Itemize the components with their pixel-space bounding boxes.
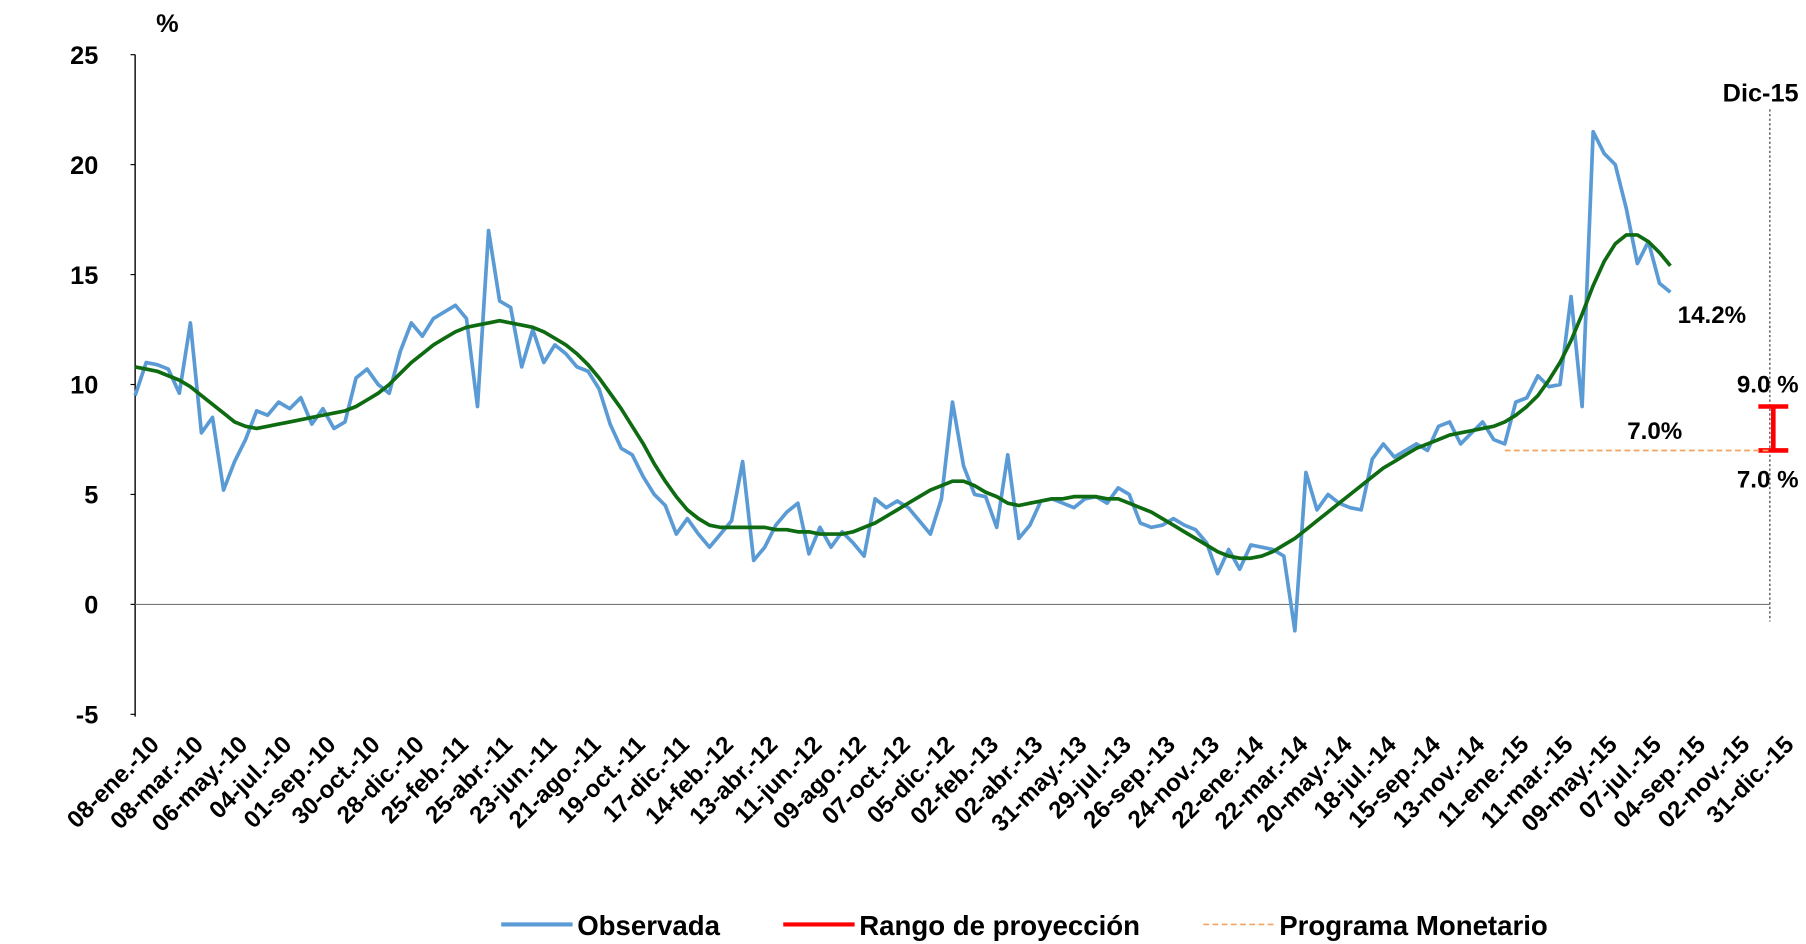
- y-tick-label: 15: [70, 262, 98, 290]
- y-unit-label: %: [156, 10, 179, 38]
- y-tick-label: -5: [76, 702, 99, 730]
- series-line: [134, 233, 1672, 561]
- legend-label: Programa Monetario: [1279, 910, 1547, 941]
- y-tick-label: 5: [84, 482, 98, 510]
- value-label: 7.0%: [1627, 418, 1682, 445]
- value-label: 9.0 %: [1737, 372, 1799, 399]
- legend-label: Rango de proyección: [859, 910, 1140, 941]
- y-tick-label: 25: [70, 42, 98, 70]
- period-marker-label: Dic-15: [1723, 79, 1799, 107]
- series-line: [133, 129, 1672, 633]
- value-label: 14.2%: [1678, 302, 1747, 329]
- y-tick-label: 20: [70, 152, 98, 180]
- legend-label: Observada: [577, 910, 720, 941]
- value-label: 7.0 %: [1737, 466, 1799, 493]
- y-tick-label: 10: [70, 372, 98, 400]
- y-tick-label: 0: [84, 592, 98, 620]
